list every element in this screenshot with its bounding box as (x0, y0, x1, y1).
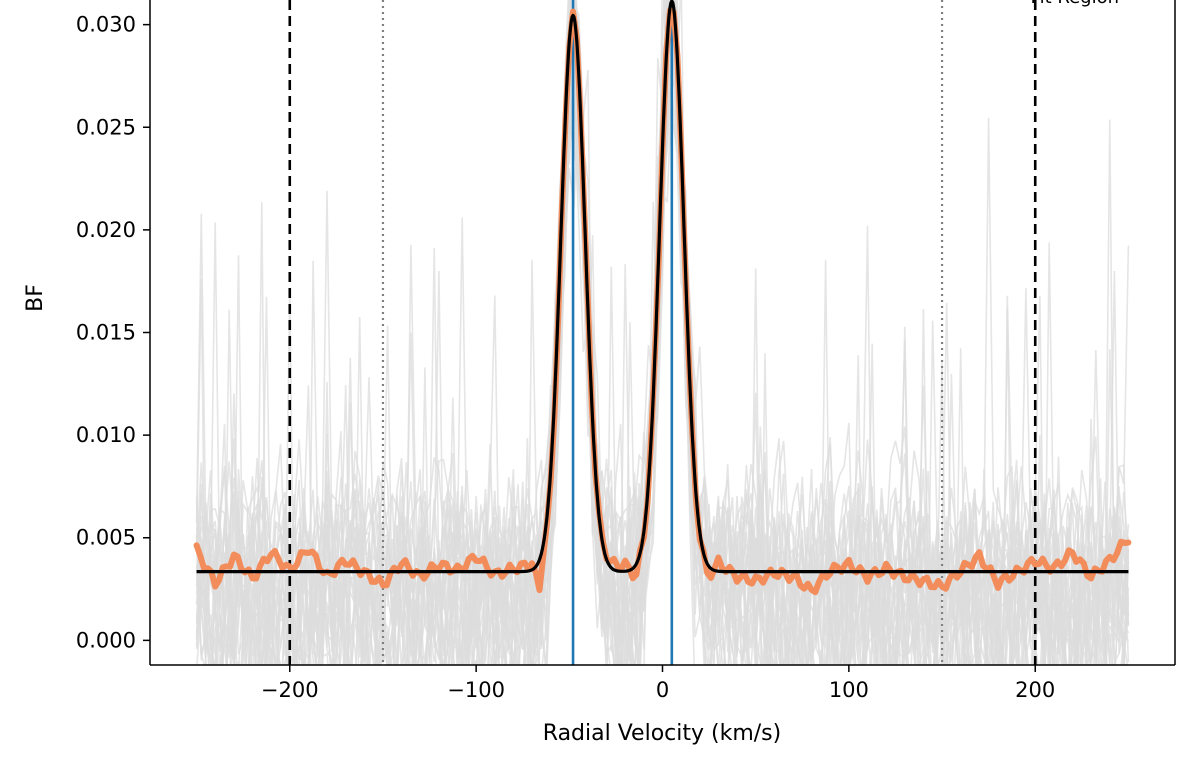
y-tick-label: 0.025 (76, 115, 136, 139)
x-tick-label: −100 (447, 678, 505, 702)
gaussian-fit-curve (195, 0, 1130, 574)
y-tick-label: 0.015 (76, 321, 136, 345)
y-tick-label: 0.005 (76, 526, 136, 550)
reference-lines (288, 0, 1037, 665)
y-tick-label: 0.030 (76, 13, 136, 37)
y-tick-label: 0.020 (76, 218, 136, 242)
y-axis-ticks: 0.000 0.005 0.010 0.015 0.020 0.025 0.030 (76, 13, 150, 652)
y-tick-label: 0.000 (76, 628, 136, 652)
x-tick-label: 100 (829, 678, 869, 702)
y-axis-label: BF (23, 284, 48, 312)
x-axis-label: Radial Velocity (km/s) (543, 721, 781, 746)
y-tick-label: 0.010 (76, 423, 136, 447)
individual-bf-curve (195, 0, 1130, 665)
x-tick-label: −200 (261, 678, 319, 702)
x-tick-label: 200 (1015, 678, 1055, 702)
annotation-fit-region: Fit Region (1031, 0, 1119, 8)
x-axis-ticks: −200 −100 0 100 200 (261, 665, 1055, 702)
main-series (193, 0, 1132, 596)
x-tick-label: 0 (656, 678, 669, 702)
